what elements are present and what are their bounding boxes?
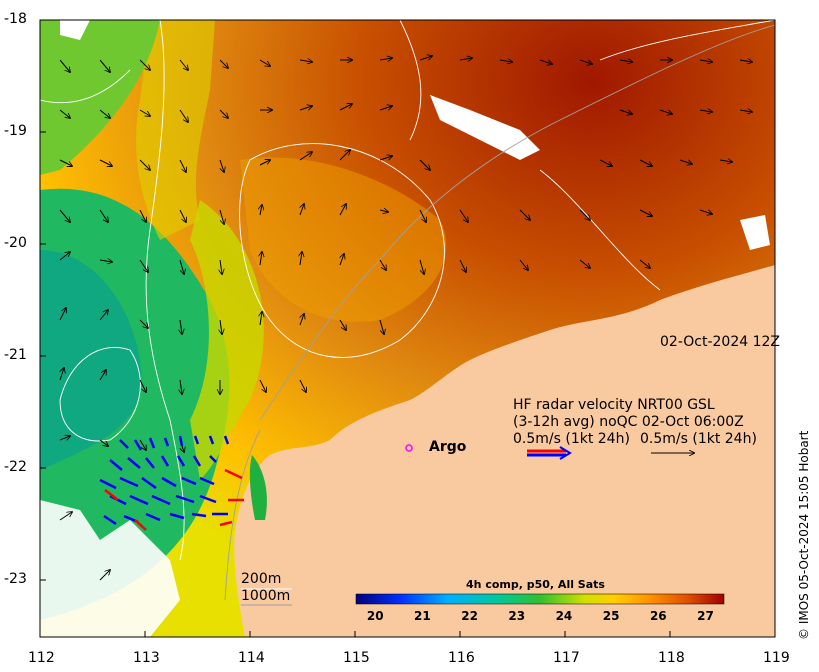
lon-tick-label: 118 [658, 650, 685, 666]
colorbar-tick-label: 21 [414, 609, 431, 623]
cloud-gap [430, 95, 540, 160]
argo-label: Argo [429, 439, 467, 455]
lon-tick-label: 112 [28, 650, 55, 666]
credit-text: © IMOS 05-Oct-2024 15:05 Hobart [797, 430, 811, 640]
date-label: 02-Oct-2024 12Z [660, 334, 780, 350]
legend-line-1: HF radar velocity NRT00 GSL [513, 397, 715, 413]
colorbar-title: 4h comp, p50, All Sats [466, 578, 605, 591]
isobath-lines [40, 20, 775, 561]
lon-tick-label: 117 [553, 650, 580, 666]
lon-tick-label: 116 [448, 650, 475, 666]
isobath-label-200: 200m [241, 571, 282, 587]
legend-line-2: (3-12h avg) noQC 02-Oct 06:00Z [513, 414, 744, 430]
colorbar-tick-label: 20 [366, 609, 384, 623]
isobath-label-1000: 1000m [241, 588, 291, 604]
plot-frame [39, 19, 776, 638]
argo-marker [405, 444, 413, 452]
colorbar-tick-label: 24 [555, 609, 573, 623]
lon-tick-label: 119 [763, 650, 790, 666]
legend-line-3a: 0.5m/s (1kt 24h) [513, 431, 630, 447]
lon-tick-label: 115 [343, 650, 370, 666]
lon-tick-label: 113 [133, 650, 160, 666]
lat-tick-label: -21 [4, 347, 27, 363]
lat-tick-label: -23 [4, 571, 27, 587]
colorbar-tick-label: 26 [649, 609, 667, 623]
colorbar [355, 593, 725, 605]
lat-tick-label: -20 [4, 235, 27, 251]
land-mass [234, 265, 775, 637]
lat-tick-label: -19 [4, 123, 27, 139]
colorbar-tick-label: 23 [508, 609, 526, 623]
lat-tick-label: -22 [4, 459, 27, 475]
lat-tick-label: -18 [4, 11, 27, 27]
colorbar-tick-label: 22 [461, 609, 478, 623]
colorbar-tick-label: 27 [697, 609, 714, 623]
legend-line-3b: 0.5m/s (1kt 24h) [640, 431, 757, 447]
colorbar-tick-label: 25 [602, 609, 620, 623]
lon-tick-label: 114 [238, 650, 265, 666]
